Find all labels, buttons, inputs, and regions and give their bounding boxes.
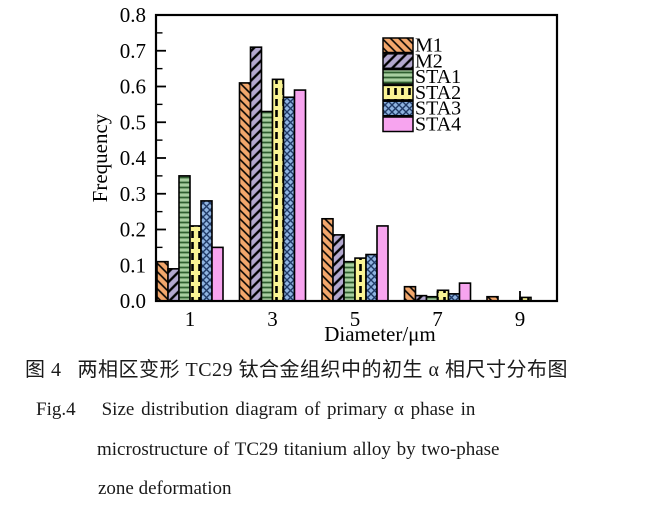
bar-M2-x3 <box>249 46 263 302</box>
bar-M1-x3 <box>238 82 252 302</box>
caption-en-line2: microstructure of TC29 titanium alloy by… <box>97 439 500 460</box>
y-tick-label: 0.5 <box>120 110 146 134</box>
x-tick-label: 1 <box>185 307 196 331</box>
caption-en-figure-label: Fig.4 <box>36 399 76 420</box>
y-tick-label: 0.0 <box>120 289 146 313</box>
bar-M1-x7 <box>403 285 417 302</box>
x-tick-label: 9 <box>515 307 526 331</box>
bar-STA1-x5 <box>343 260 356 302</box>
legend-entry-M1: M1 <box>382 35 443 57</box>
y-tick-label: 0.8 <box>120 3 146 27</box>
bar-STA4-x7 <box>458 282 472 302</box>
caption-en-line1: Fig.4 Size distribution diagram of primar… <box>36 399 475 421</box>
bar-STA4-x3 <box>293 89 307 302</box>
legend-label-M1: M1 <box>415 35 443 57</box>
y-tick-label: 0.7 <box>120 39 146 63</box>
legend-entry-STA4: STA4 <box>382 114 461 136</box>
bar-STA4-x1 <box>211 246 224 302</box>
bar-STA3-x5 <box>365 253 378 302</box>
caption-zh: 图 4 两相区变形 TC29 钛合金组织中的初生 α 相尺寸分布图 <box>25 353 568 382</box>
bar-STA3-x3 <box>282 96 296 302</box>
legend-label-STA3: STA3 <box>415 98 461 120</box>
caption-en-line3: zone deformation <box>98 478 232 499</box>
x-tick-label: 3 <box>267 307 278 331</box>
y-axis-label: Frequency <box>88 113 112 202</box>
x-tick-label: 7 <box>432 307 443 331</box>
bar-STA1-x3 <box>260 110 274 302</box>
bar-M1-x5 <box>321 217 334 302</box>
plot-frame <box>154 13 559 303</box>
y-tick-label: 0.2 <box>120 218 146 242</box>
bar-M2-x1 <box>167 268 180 302</box>
y-tick-label: 0.1 <box>120 253 146 277</box>
bar-STA2-x5 <box>354 257 367 302</box>
legend-label-STA1: STA1 <box>415 66 461 88</box>
y-tick-label: 0.6 <box>120 75 146 99</box>
legend-entry-STA2: STA2 <box>382 82 461 104</box>
legend-label-STA2: STA2 <box>415 82 461 104</box>
legend-label-STA4: STA4 <box>415 114 461 136</box>
bar-STA2-x7 <box>436 289 450 302</box>
bar-STA4-x5 <box>376 225 389 302</box>
x-tick-label: 5 <box>350 307 361 331</box>
legend-entry-STA1: STA1 <box>382 66 461 88</box>
legend-entry-M2: M2 <box>382 50 443 72</box>
caption-zh-text: 两相区变形 TC29 钛合金组织中的初生 α 相尺寸分布图 <box>77 359 569 381</box>
bar-STA3-x1 <box>200 200 213 302</box>
bar-STA2-x3 <box>271 78 285 302</box>
caption-zh-figure-label: 图 4 <box>25 359 62 381</box>
bar-STA1-x1 <box>178 175 191 302</box>
x-axis-label: Diameter/μm <box>324 322 436 346</box>
legend-label-M2: M2 <box>415 50 443 72</box>
bar-M2-x5 <box>332 234 345 302</box>
bar-chart: 0.0 0.1 0.2 0.3 0.4 0.5 0.6 0.7 0.8 1 3 5 7 9 Frequenc… <box>88 3 559 346</box>
y-tick-label: 0.4 <box>120 146 147 170</box>
caption-en-text1: Size distribution diagram of primary α p… <box>101 399 476 420</box>
y-tick-label: 0.3 <box>120 182 146 206</box>
legend-swatch-STA4 <box>383 117 413 132</box>
legend-entry-STA3: STA3 <box>382 98 461 120</box>
bar-STA2-x1 <box>189 225 202 302</box>
bar-M1-x1 <box>156 260 169 302</box>
